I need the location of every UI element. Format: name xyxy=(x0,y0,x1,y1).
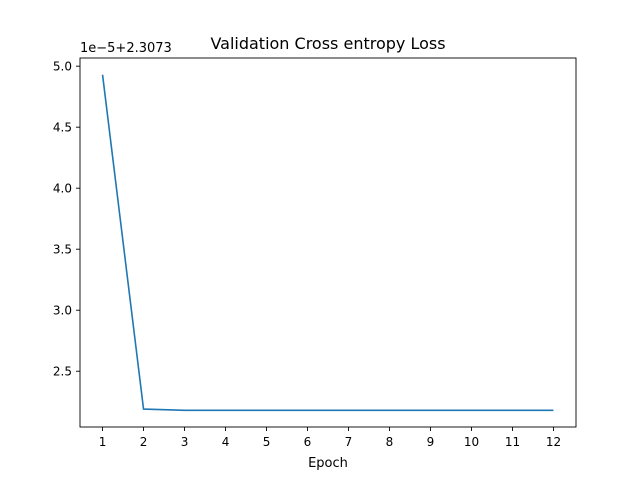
x-tick-label: 4 xyxy=(222,435,230,449)
x-tick-label: 11 xyxy=(505,435,520,449)
x-axis-label: Epoch xyxy=(308,456,348,471)
y-tick-label: 3.5 xyxy=(53,243,72,257)
x-tick-label: 7 xyxy=(345,435,353,449)
y-tick-label: 4.0 xyxy=(53,182,72,196)
x-tick-label: 10 xyxy=(464,435,479,449)
x-tick-label: 5 xyxy=(263,435,271,449)
axis-ticks: 1 2 3 4 5 6 7 8 9 10 11 122.53.03.54.04.55.0 xyxy=(53,60,561,449)
x-tick-label: 1 xyxy=(99,435,107,449)
chart-title: Validation Cross entropy Loss xyxy=(210,34,445,53)
y-tick-label: 4.5 xyxy=(53,121,72,135)
x-tick-label: 8 xyxy=(386,435,394,449)
y-tick-label: 2.5 xyxy=(53,365,72,379)
series-line xyxy=(101,74,554,412)
y-axis-offset-label: 1e−5+2.3073 xyxy=(80,41,172,56)
x-tick-label: 12 xyxy=(546,435,561,449)
y-tick-label: 3.0 xyxy=(53,304,72,318)
y-tick-label: 5.0 xyxy=(53,60,72,74)
plot-frame xyxy=(79,57,577,428)
x-tick-label: 6 xyxy=(304,435,312,449)
x-tick-label: 3 xyxy=(181,435,189,449)
x-tick-label: 9 xyxy=(427,435,435,449)
x-tick-label: 2 xyxy=(140,435,148,449)
